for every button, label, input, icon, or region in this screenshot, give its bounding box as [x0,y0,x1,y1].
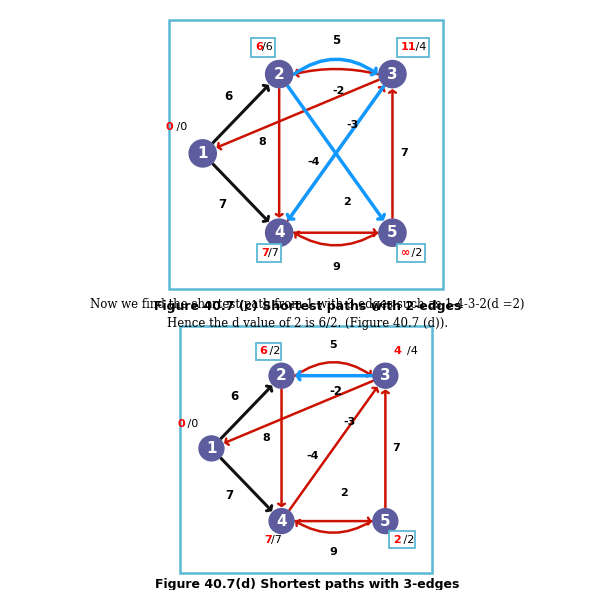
Text: 7: 7 [261,248,269,258]
Text: /2: /2 [408,248,423,258]
Text: 5: 5 [380,513,391,529]
Text: 6: 6 [231,390,239,403]
Text: 3: 3 [380,368,391,384]
Text: 5: 5 [331,34,340,47]
Text: /7: /7 [268,248,279,258]
Text: 9: 9 [330,548,338,557]
Circle shape [379,219,406,246]
Text: /4: /4 [400,346,418,356]
FancyBboxPatch shape [389,532,415,548]
Text: Hence the d value of 2 is 6/2. (Figure 40.7 (d)).: Hence the d value of 2 is 6/2. (Figure 4… [167,317,448,330]
Text: 2: 2 [274,67,285,81]
FancyBboxPatch shape [251,38,276,57]
Circle shape [199,436,224,461]
Text: 11: 11 [401,42,416,53]
Text: Figure 40.7 (c) Shortest paths with 2-edges: Figure 40.7 (c) Shortest paths with 2-ed… [154,300,461,313]
Text: ∞: ∞ [401,248,410,258]
Text: 6: 6 [224,90,232,103]
Text: 8: 8 [258,137,266,147]
Text: -2: -2 [333,86,345,96]
Text: 0: 0 [178,419,185,430]
Text: /2: /2 [400,535,414,545]
Text: 1: 1 [206,441,216,456]
Text: 7: 7 [392,444,400,453]
Text: 7: 7 [400,149,408,158]
Text: 1: 1 [197,146,208,161]
Text: /6: /6 [262,42,273,53]
Text: Figure 40.7(d) Shortest paths with 3-edges: Figure 40.7(d) Shortest paths with 3-edg… [156,578,459,590]
Text: 8: 8 [262,433,270,443]
FancyBboxPatch shape [397,38,429,57]
FancyBboxPatch shape [256,343,281,360]
Text: /2: /2 [266,346,280,356]
Circle shape [269,509,294,533]
Text: /0: /0 [173,122,187,132]
Circle shape [269,363,294,388]
Text: 0: 0 [166,122,173,132]
Text: 3: 3 [387,67,398,81]
Text: 9: 9 [332,262,339,271]
Text: -2: -2 [330,385,343,398]
Circle shape [379,61,406,88]
Text: -3: -3 [343,418,355,427]
Text: -4: -4 [307,157,319,167]
Circle shape [266,61,293,88]
Text: 7: 7 [226,489,234,502]
Text: 2: 2 [340,487,347,497]
Circle shape [373,509,398,533]
Text: 4: 4 [276,513,287,529]
Circle shape [266,219,293,246]
Circle shape [189,140,216,167]
Text: 7: 7 [218,198,226,211]
Text: 2: 2 [276,368,287,384]
Text: 6: 6 [255,42,263,53]
Text: Now we find the shortest path from 1 with 3 edges such as 1-4-3-2(d =2): Now we find the shortest path from 1 wit… [90,298,525,311]
Text: /7: /7 [271,535,282,545]
Text: 7: 7 [264,535,272,545]
FancyBboxPatch shape [256,244,281,263]
Circle shape [373,363,398,388]
Text: -3: -3 [347,120,359,130]
Text: 4: 4 [274,225,285,240]
Text: /0: /0 [184,419,199,430]
Text: 2: 2 [393,535,401,545]
Text: 4: 4 [393,346,401,356]
FancyBboxPatch shape [397,244,425,263]
Text: 5: 5 [330,340,337,349]
Text: 6: 6 [260,346,268,356]
Text: 5: 5 [387,225,398,240]
Text: /4: /4 [412,42,427,53]
Text: 2: 2 [343,196,351,206]
Text: -4: -4 [306,451,319,461]
